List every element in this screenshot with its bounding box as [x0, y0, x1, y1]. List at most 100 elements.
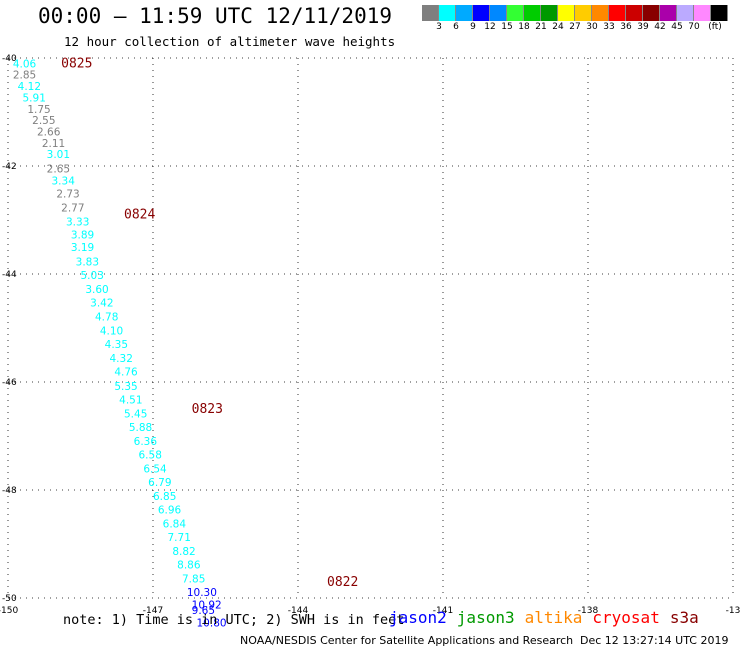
swh-value: 2.65 — [47, 164, 70, 176]
color-swatch — [422, 5, 439, 21]
x-tick-label: -13 — [726, 606, 740, 616]
color-scale-label: 33 — [603, 22, 615, 32]
swh-value: 3.60 — [85, 284, 108, 296]
swh-value: 10.80 — [197, 617, 227, 629]
x-tick-label: -141 — [433, 606, 453, 616]
page-subtitle: 12 hour collection of altimeter wave hei… — [64, 34, 396, 49]
color-scale-label: 36 — [620, 22, 632, 32]
color-scale-label: 27 — [569, 22, 581, 32]
swh-value: 6.58 — [139, 449, 162, 461]
swh-value: 9.65 — [192, 605, 215, 617]
credit-text: NOAA/NESDIS Center for Satellite Applica… — [240, 634, 574, 647]
swh-value: 2.73 — [56, 189, 79, 201]
y-tick-label: -44 — [2, 270, 17, 280]
color-scale-label: 45 — [671, 22, 683, 32]
swh-value: 10.30 — [187, 587, 217, 599]
y-tick-label: -46 — [2, 378, 17, 388]
swh-value: 3.19 — [71, 242, 94, 254]
color-scale-label: 18 — [518, 22, 530, 32]
color-swatch — [439, 5, 456, 21]
swh-value: 8.86 — [177, 560, 201, 572]
swh-value: 3.33 — [66, 217, 89, 229]
color-swatch — [660, 5, 677, 21]
color-scale-label: 30 — [586, 22, 598, 32]
swh-value: 6.36 — [134, 436, 158, 448]
swh-value: 2.11 — [42, 138, 65, 150]
color-swatch — [677, 5, 694, 21]
swh-value: 3.01 — [47, 149, 70, 161]
swh-value: 7.85 — [182, 574, 205, 586]
time-label: 0825 — [61, 56, 92, 71]
color-swatch — [643, 5, 660, 21]
swh-value: 6.96 — [158, 504, 182, 516]
swh-value: 2.77 — [61, 203, 84, 215]
x-tick-label: -147 — [143, 606, 163, 616]
color-scale-label: 12 — [484, 22, 496, 32]
grid-lines — [7, 57, 734, 599]
color-scale-label: 39 — [637, 22, 649, 32]
y-tick-label: -50 — [2, 594, 17, 604]
color-scale-label: 3 — [436, 22, 442, 32]
color-swatch — [575, 5, 592, 21]
color-scale-label: 9 — [470, 22, 476, 32]
swh-value: 3.83 — [76, 257, 99, 269]
swh-value: 5.03 — [81, 270, 104, 282]
swh-value: 5.91 — [23, 92, 46, 104]
color-scale-bar — [422, 5, 728, 21]
x-tick-label: -150 — [0, 606, 18, 616]
swh-value: 5.88 — [129, 422, 152, 434]
swh-value: 4.76 — [114, 367, 138, 379]
color-swatch — [456, 5, 473, 21]
time-labels: 0825 0824 0823 0822 — [61, 56, 358, 589]
color-swatch — [473, 5, 490, 21]
swh-value: 6.54 — [143, 463, 167, 475]
color-scale-label: 15 — [501, 22, 513, 32]
y-tick-label: -42 — [2, 162, 17, 172]
legend-s3a: s3a — [669, 608, 699, 627]
legend-cryosat: cryosat — [592, 608, 660, 627]
swh-value: 3.34 — [52, 176, 76, 188]
color-swatch — [507, 5, 524, 21]
swh-value: 4.06 — [13, 58, 37, 70]
swh-value: 6.85 — [153, 491, 176, 503]
color-scale-label: 70 — [688, 22, 700, 32]
swh-value: 4.32 — [110, 353, 133, 365]
swh-value: 4.12 — [18, 81, 41, 93]
color-scale-label: 24 — [552, 22, 564, 32]
swh-value: 6.84 — [163, 518, 187, 530]
swh-value: 2.66 — [37, 126, 61, 138]
color-swatch — [524, 5, 541, 21]
x-tick-label: -144 — [288, 606, 309, 616]
axis-ticks: -150 -147 -144 -141 -138 -13 -40 -42 -44 -46 -48 -5… — [0, 54, 740, 616]
y-tick-label: -40 — [2, 54, 17, 64]
color-swatch — [711, 5, 728, 21]
color-swatch — [490, 5, 507, 21]
time-label: 0824 — [124, 208, 155, 223]
time-label: 0822 — [327, 575, 358, 590]
color-scale-labels: 3 6 9 12 15 18 21 24 27 30 33 36 39 42 45 70 (ft) — [422, 22, 740, 34]
swh-value: 4.78 — [95, 312, 118, 324]
swh-value: 4.10 — [100, 326, 123, 338]
swh-value: 2.55 — [32, 115, 55, 127]
legend-altika: altika — [524, 608, 583, 627]
legend-jason2: jason2 — [389, 608, 447, 627]
swh-value: 3.89 — [71, 230, 94, 242]
color-scale-label: 6 — [453, 22, 459, 32]
y-tick-label: -48 — [2, 486, 17, 496]
color-swatch — [541, 5, 558, 21]
color-swatch — [558, 5, 575, 21]
swh-points: 4.062.854.125.911.752.552.662.113.01 2.65… — [13, 58, 227, 629]
color-swatch — [694, 5, 711, 21]
color-swatch — [592, 5, 609, 21]
color-scale-label: (ft) — [708, 22, 722, 32]
satellite-legend: jason2 jason3 altika cryosat s3a — [389, 608, 699, 627]
swh-value: 2.85 — [13, 70, 36, 82]
swh-value: 3.42 — [90, 298, 113, 310]
x-tick-label: -138 — [578, 606, 599, 616]
legend-jason3: jason3 — [456, 608, 515, 627]
color-scale-label: 21 — [535, 22, 547, 32]
page-title: 00:00 – 11:59 UTC 12/11/2019 — [38, 4, 393, 28]
swh-value: 5.45 — [124, 408, 147, 420]
color-swatch — [609, 5, 626, 21]
